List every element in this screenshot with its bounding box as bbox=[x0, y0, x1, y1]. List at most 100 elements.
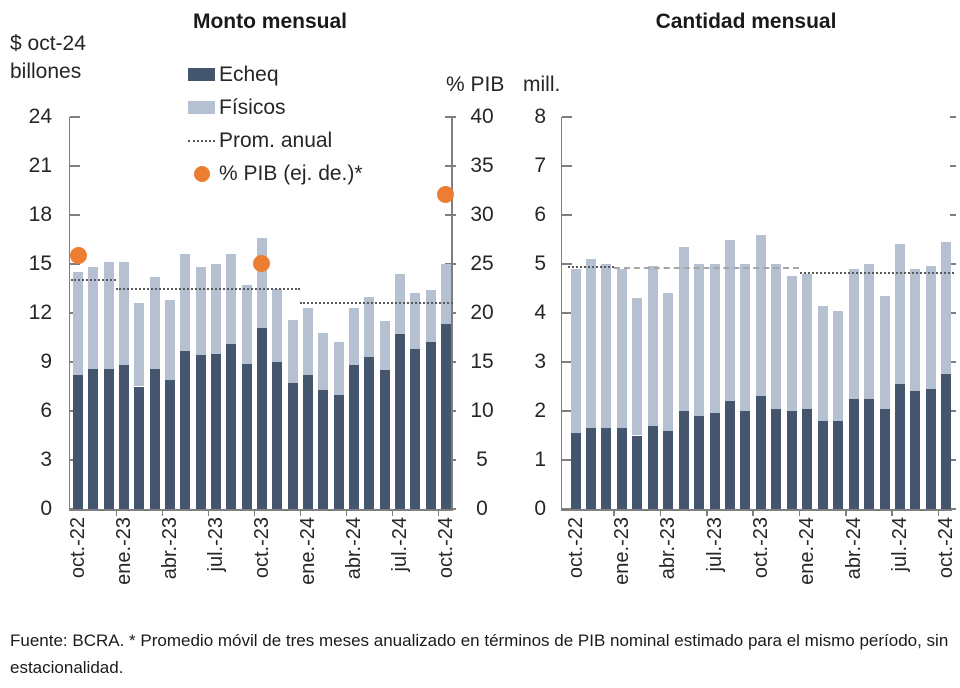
bar-segment-fisicos bbox=[379, 321, 390, 371]
x-tick-label: oct.-22 bbox=[564, 517, 587, 579]
y-tick-label: 3 bbox=[40, 448, 52, 471]
x-tick-label: abr.-24 bbox=[342, 517, 365, 580]
bar-segment-fisicos bbox=[786, 276, 797, 411]
bar-segment-fisicos bbox=[755, 234, 766, 397]
x-boundary-tick bbox=[207, 510, 210, 516]
bar-segment-echeq bbox=[149, 368, 160, 509]
x-axis-line bbox=[68, 509, 453, 511]
bar-segment-echeq bbox=[755, 396, 766, 509]
y-tick-mark bbox=[70, 165, 80, 167]
bar-segment-fisicos bbox=[149, 277, 160, 369]
bar-segment-echeq bbox=[425, 342, 436, 509]
x-tick-label: oct.-23 bbox=[250, 517, 273, 579]
bar-segment-echeq bbox=[925, 388, 936, 509]
primary-axis-unit-line2: billones bbox=[10, 60, 82, 83]
x-tick-label: oct.-22 bbox=[67, 517, 89, 579]
avg-line bbox=[799, 272, 954, 275]
y-tick-mark bbox=[70, 116, 80, 118]
x-tick-label: ene.-24 bbox=[296, 517, 319, 585]
x-tick-label: oct.-23 bbox=[749, 517, 772, 579]
bar-segment-fisicos bbox=[570, 268, 581, 434]
bar-segment-fisicos bbox=[802, 273, 813, 409]
bar-segment-fisicos bbox=[910, 268, 921, 392]
bar-segment-echeq bbox=[740, 411, 751, 509]
x-tick-label: jul.-23 bbox=[703, 517, 726, 572]
bar-segment-echeq bbox=[833, 420, 844, 509]
bar-segment-echeq bbox=[226, 344, 237, 509]
x-boundary-tick bbox=[437, 510, 440, 516]
bar-segment-echeq bbox=[616, 428, 627, 509]
y-tick-mark bbox=[562, 263, 572, 265]
bar-segment-echeq bbox=[302, 375, 313, 509]
x-boundary-tick bbox=[937, 510, 940, 516]
bar-segment-fisicos bbox=[833, 310, 844, 421]
bar-segment-echeq bbox=[725, 401, 735, 509]
bar-segment-fisicos bbox=[134, 303, 145, 387]
y2-tick-mark bbox=[950, 165, 956, 167]
bar-segment-fisicos bbox=[440, 264, 451, 325]
bar-segment-echeq bbox=[601, 428, 612, 509]
pib-dot bbox=[69, 246, 87, 264]
bar-segment-echeq bbox=[394, 334, 405, 509]
echeq-swatch-icon bbox=[188, 68, 215, 81]
bar-segment-echeq bbox=[817, 420, 828, 509]
bar-segment-fisicos bbox=[585, 259, 596, 429]
bar-segment-fisicos bbox=[709, 264, 720, 414]
y-tick-label: 18 bbox=[28, 203, 52, 226]
bar-segment-fisicos bbox=[364, 296, 375, 358]
legend-item-prom-anual: Prom. anual bbox=[188, 124, 363, 157]
x-boundary-tick bbox=[345, 510, 348, 516]
y-tick-label: 12 bbox=[28, 301, 52, 324]
x-boundary-tick bbox=[299, 510, 302, 516]
bar-segment-fisicos bbox=[632, 298, 643, 436]
y-tick-label: 15 bbox=[28, 252, 52, 275]
y-tick-mark bbox=[562, 459, 572, 461]
bar-segment-echeq bbox=[647, 425, 658, 509]
y-tick-label: 2 bbox=[534, 399, 546, 422]
bar-segment-fisicos bbox=[864, 264, 875, 399]
y-tick-mark bbox=[70, 263, 80, 265]
bar-segment-fisicos bbox=[425, 290, 436, 343]
y-tick-label: 3 bbox=[534, 350, 546, 373]
y-tick-label: 24 bbox=[28, 105, 52, 128]
bar-segment-echeq bbox=[333, 394, 344, 509]
orange-dot-swatch-icon bbox=[194, 165, 210, 182]
avg-line bbox=[614, 266, 800, 269]
bar-segment-echeq bbox=[632, 435, 643, 509]
bar-segment-fisicos bbox=[879, 295, 890, 409]
bar-segment-echeq bbox=[348, 365, 359, 509]
bar-segment-fisicos bbox=[210, 264, 221, 354]
y-tick-label: 6 bbox=[40, 399, 52, 422]
bar-segment-echeq bbox=[318, 389, 329, 509]
legend-label-prom-anual: Prom. anual bbox=[219, 128, 333, 152]
x-tick-label: jul.-24 bbox=[888, 517, 911, 572]
bar-segment-echeq bbox=[864, 398, 875, 509]
bar-segment-fisicos bbox=[287, 319, 298, 384]
bar-segment-fisicos bbox=[771, 264, 782, 409]
bar-segment-fisicos bbox=[941, 241, 952, 375]
y-tick-mark bbox=[562, 410, 572, 412]
bar-segment-fisicos bbox=[694, 264, 705, 416]
avg-line bbox=[568, 265, 614, 268]
legend-label-fisicos: Físicos bbox=[219, 95, 286, 119]
bar-segment-echeq bbox=[364, 357, 375, 509]
avg-line bbox=[116, 287, 301, 290]
legend-label-echeq: Echeq bbox=[219, 62, 279, 86]
y2-tick-label: 15 bbox=[470, 350, 494, 373]
bar-segment-fisicos bbox=[601, 264, 612, 429]
legend: Echeq Físicos Prom. anual % PIB (ej. de.… bbox=[188, 58, 363, 190]
bar-segment-echeq bbox=[272, 362, 283, 509]
legend-item-pib-dot: % PIB (ej. de.)* bbox=[188, 157, 363, 190]
y-tick-label: 7 bbox=[534, 154, 546, 177]
x-boundary-tick bbox=[798, 510, 801, 516]
x-tick-label: oct.-24 bbox=[434, 517, 457, 579]
bar-segment-fisicos bbox=[663, 293, 674, 431]
bar-segment-echeq bbox=[73, 375, 83, 509]
bar-segment-fisicos bbox=[256, 237, 267, 328]
y-tick-label: 8 bbox=[534, 105, 546, 128]
bar-segment-fisicos bbox=[925, 266, 936, 389]
right-chart-axis-unit-label: mill. bbox=[523, 73, 561, 96]
bar-segment-fisicos bbox=[333, 342, 344, 395]
bar-segment-fisicos bbox=[678, 246, 689, 411]
y-tick-mark bbox=[562, 361, 572, 363]
